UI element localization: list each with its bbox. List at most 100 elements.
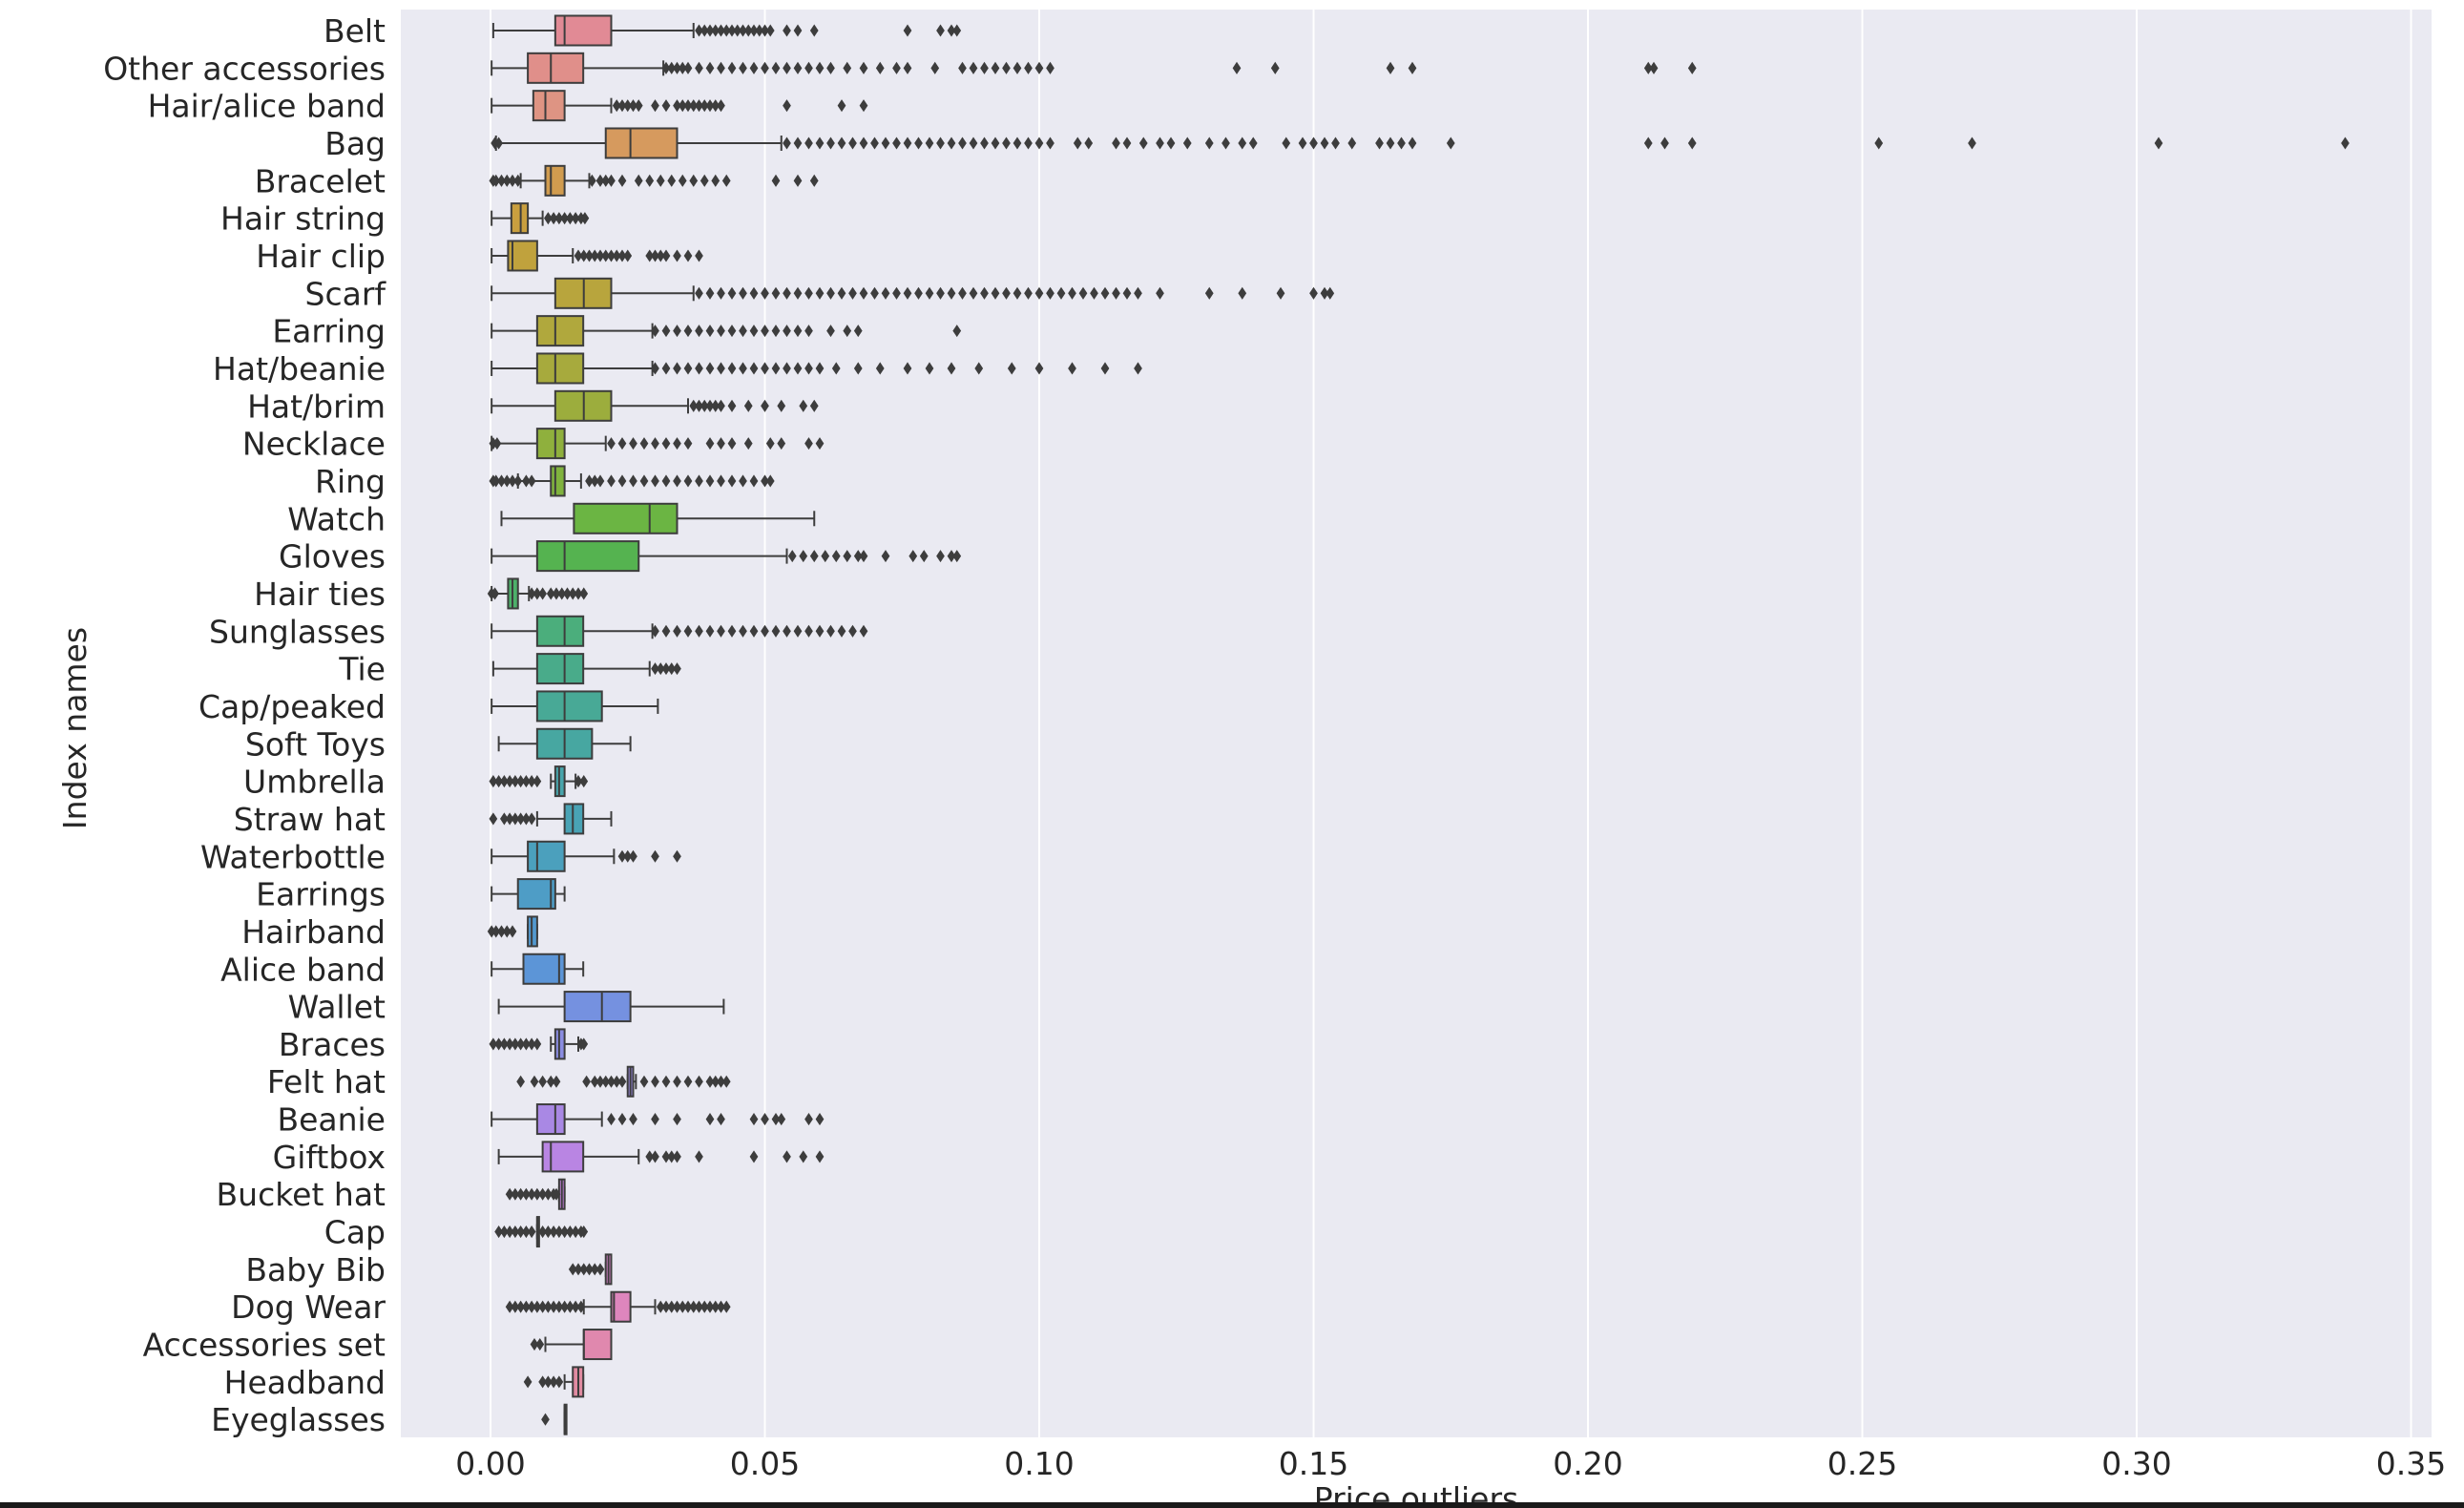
outlier-point (695, 1150, 703, 1163)
outlier-point (848, 624, 857, 638)
outlier-point (705, 362, 715, 375)
outlier-point (947, 550, 956, 563)
outlier-point (771, 61, 781, 74)
outlier-point (1204, 136, 1214, 150)
outlier-point (936, 286, 945, 300)
outlier-point (1156, 136, 1164, 150)
outlier-point (607, 437, 616, 450)
y-tick-label: Baby Bib (245, 1251, 386, 1288)
outlier-point (568, 1263, 577, 1276)
outlier-point (546, 1075, 555, 1088)
outlier-point (695, 325, 703, 338)
outlier-point (661, 662, 671, 676)
outlier-point (700, 399, 709, 412)
outlier-point (571, 212, 580, 225)
box-scarf (491, 277, 695, 309)
outlier-point (560, 1225, 569, 1239)
outlier-point (936, 136, 945, 150)
outlier-point (717, 624, 725, 638)
outlier-point (717, 286, 725, 300)
outlier-point (508, 925, 517, 938)
outlier-point (739, 474, 747, 488)
outlier-point (489, 775, 498, 788)
outlier-point (809, 399, 819, 412)
y-tick-label: Hairband (241, 913, 386, 951)
box-bracelet (519, 164, 591, 197)
outlier-point (958, 286, 967, 300)
outlier-point (815, 437, 825, 450)
outlier-point (511, 1037, 520, 1051)
outlier-point (661, 249, 671, 262)
outlier-point (804, 1113, 813, 1126)
outlier-point (1024, 136, 1033, 150)
outlier-point (683, 325, 693, 338)
y-tick-label: Braces (279, 1026, 386, 1063)
outlier-point (661, 61, 671, 74)
outlier-point (516, 1075, 525, 1088)
outlier-point (579, 1225, 589, 1239)
outlier-point (815, 624, 825, 638)
outlier-point (837, 99, 846, 113)
y-tick-label: Eyeglasses (211, 1401, 386, 1438)
outlier-point (502, 174, 512, 187)
outlier-point (579, 249, 589, 262)
outlier-point (661, 325, 671, 338)
outlier-point (673, 662, 681, 676)
y-tick-label: Hair string (220, 200, 386, 238)
outlier-point (544, 1375, 553, 1389)
outlier-point (777, 399, 786, 412)
x-tick-label: 0.15 (1279, 1445, 1348, 1482)
outlier-point (903, 136, 912, 150)
outlier-point (711, 1300, 720, 1313)
outlier-point (511, 1300, 520, 1313)
outlier-point (837, 624, 846, 638)
outlier-point (711, 24, 720, 37)
y-tick-label: Gloves (279, 538, 386, 576)
outlier-point (1056, 286, 1066, 300)
outlier-point (661, 99, 671, 113)
box-hat-beanie (491, 352, 654, 385)
outlier-point (826, 325, 835, 338)
outlier-point (527, 775, 536, 788)
box-waterbottle (491, 840, 616, 872)
outlier-point (522, 1037, 531, 1051)
outlier-point (544, 212, 553, 225)
outlier-point (1232, 61, 1242, 74)
outlier-point (717, 474, 725, 488)
outlier-point (683, 249, 693, 262)
outlier-point (667, 1150, 677, 1163)
outlier-point (749, 61, 759, 74)
outlier-point (717, 99, 725, 113)
outlier-point (552, 1187, 561, 1201)
outlier-point (522, 474, 531, 488)
outlier-point (903, 286, 912, 300)
outlier-point (721, 1300, 731, 1313)
outlier-point (673, 1075, 681, 1088)
outlier-point (1046, 61, 1055, 74)
outlier-point (958, 136, 967, 150)
outlier-point (700, 24, 709, 37)
outlier-point (717, 1300, 725, 1313)
outlier-point (511, 775, 520, 788)
outlier-point (566, 212, 574, 225)
x-tick-label: 0.10 (1004, 1445, 1074, 1482)
outlier-point (678, 99, 687, 113)
outlier-point (1298, 136, 1307, 150)
outlier-point (661, 1150, 671, 1163)
iqr-box (527, 52, 585, 84)
outlier-point (705, 624, 715, 638)
outlier-point (870, 136, 879, 150)
y-tick-label: Cap (324, 1214, 386, 1251)
outlier-point (783, 624, 791, 638)
outlier-point (749, 624, 759, 638)
outlier-point (1248, 136, 1258, 150)
outlier-point (733, 24, 742, 37)
iqr-box (610, 1290, 632, 1323)
outlier-point (848, 136, 857, 150)
outlier-point (793, 61, 803, 74)
y-axis-title: Index names (56, 627, 94, 829)
outlier-point (705, 286, 715, 300)
outlier-point (494, 136, 503, 150)
outlier-point (651, 437, 659, 450)
outlier-point (705, 325, 715, 338)
